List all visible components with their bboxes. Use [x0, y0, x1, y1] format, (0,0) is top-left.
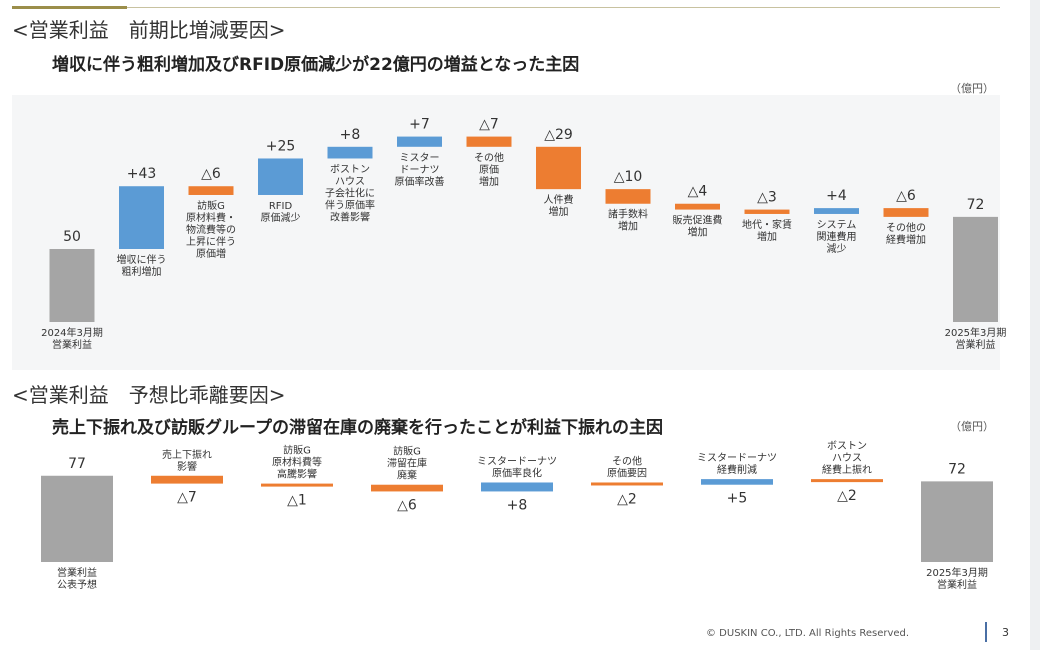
section1-subtitle: 増収に伴う粗利増加及びRFID原価減少が22億円の増益となった主因	[52, 55, 580, 75]
bar-4	[258, 158, 303, 195]
value-label: △7	[479, 117, 499, 133]
bar-13	[883, 208, 929, 217]
value-label: +43	[127, 166, 157, 182]
value-label: △2	[837, 488, 857, 504]
category-label: 2024年3月期営業利益	[41, 326, 103, 351]
value-label: +8	[340, 127, 361, 143]
page-number: 3	[1002, 626, 1009, 639]
section2-unit: （億円）	[950, 420, 994, 433]
category-label: ミスタードーナツ経費削減	[697, 452, 777, 476]
bar-4	[371, 484, 443, 492]
value-label: △2	[617, 491, 637, 507]
category-label: 増収に伴う粗利増加	[117, 253, 167, 278]
bar-2	[151, 475, 223, 484]
chart1-waterfall: 50 2024年3月期営業利益 +43 増収に伴う粗利増加 △6 訪販G 原材料費・物流費等…	[41, 117, 1007, 351]
bar-6	[591, 482, 663, 486]
category-label: 地代・家賃増加	[742, 218, 792, 243]
bar-1	[49, 249, 95, 322]
category-label: 人件費増加	[544, 193, 574, 218]
bar-6	[397, 136, 442, 147]
value-label: △1	[287, 493, 307, 509]
value-label: +4	[826, 188, 847, 204]
title-accent-line	[12, 6, 127, 9]
category-label: その他の経費増加	[886, 221, 926, 246]
chart2-waterfall: 77 営業利益公表予想 売上下振れ影響 △7 訪販G 原材料費等高騰影響 △1 訪販G 滞留在庫…	[41, 440, 993, 591]
bar-7	[466, 136, 512, 147]
category-label: ボストンハウス子会社化に伴う原価率改善影響	[325, 163, 375, 223]
value-label: △29	[544, 127, 573, 143]
title-rule	[127, 7, 1000, 8]
bar-7	[701, 479, 773, 485]
bar-8	[536, 146, 581, 190]
value-label: 72	[948, 461, 966, 477]
footer-divider	[985, 622, 987, 642]
value-label: △6	[397, 497, 417, 513]
bar-3	[261, 483, 333, 487]
bar-3	[188, 186, 234, 195]
value-label: 50	[63, 229, 81, 245]
category-label: 営業利益公表予想	[57, 566, 97, 591]
category-label: その他原価要因	[607, 454, 647, 479]
bar-9	[605, 189, 651, 204]
value-label: +7	[409, 117, 430, 133]
category-label: システム関連費用減少	[817, 219, 857, 255]
category-label: ミスタードーナツ原価率改善	[395, 152, 445, 188]
bar-9	[921, 481, 993, 562]
category-label: RFID 原価減少	[261, 201, 301, 224]
value-label: +25	[266, 138, 296, 154]
category-label: 諸手数料増加	[608, 208, 648, 233]
category-label: 売上下振れ影響	[162, 448, 212, 473]
bar-12	[814, 208, 859, 214]
section2-title: <営業利益 予想比乖離要因>	[12, 383, 286, 407]
category-label: 訪販G 原材料費等高騰影響	[272, 444, 322, 481]
bar-11	[744, 209, 790, 214]
category-label: 2025年3月期営業利益	[926, 566, 988, 591]
category-label: ボストンハウス経費上振れ	[822, 440, 872, 476]
category-label: その他原価増加	[474, 151, 504, 188]
value-label: +8	[507, 497, 528, 513]
copyright: © DUSKIN CO., LTD. All Rights Reserved.	[706, 628, 910, 639]
bar-2	[119, 186, 164, 249]
bar-8	[811, 479, 883, 483]
value-label: △10	[614, 169, 643, 185]
slide-edge	[1030, 0, 1040, 650]
value-label: △6	[201, 166, 221, 182]
value-label: +5	[727, 491, 748, 507]
bar-1	[41, 475, 113, 562]
section1-unit: （億円）	[950, 82, 994, 95]
category-label: 販売促進費増加	[673, 214, 723, 239]
value-label: △4	[688, 184, 708, 200]
bar-5	[481, 482, 553, 492]
value-label: △6	[896, 188, 916, 204]
value-label: △3	[757, 190, 777, 206]
bar-14	[953, 216, 998, 322]
category-label: ミスタードーナツ原価率良化	[477, 455, 557, 479]
value-label: 77	[68, 456, 86, 472]
category-label: 訪販G 滞留在庫廃棄	[387, 445, 427, 482]
value-label: △7	[177, 490, 197, 506]
category-label: 訪販G 原材料費・物流費等の上昇に伴う原価増	[186, 199, 236, 260]
value-label: 72	[967, 197, 985, 213]
category-label: 2025年3月期営業利益	[945, 326, 1007, 351]
section2-subtitle: 売上下振れ及び訪販グループの滞留在庫の廃棄を行ったことが利益下振れの主因	[52, 418, 663, 438]
bar-5	[327, 146, 373, 159]
bar-10	[675, 203, 720, 210]
section1-title: <営業利益 前期比増減要因>	[12, 18, 286, 42]
